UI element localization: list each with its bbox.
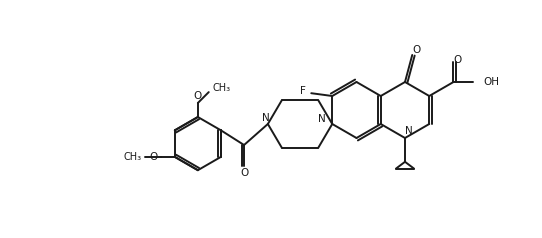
Text: O: O: [412, 45, 421, 55]
Text: O: O: [193, 91, 202, 101]
Text: CH₃: CH₃: [213, 83, 231, 93]
Text: O: O: [240, 168, 248, 178]
Text: O: O: [150, 152, 158, 162]
Text: N: N: [405, 126, 413, 136]
Text: N: N: [318, 114, 325, 124]
Text: O: O: [453, 55, 462, 65]
Text: F: F: [300, 86, 306, 96]
Text: N: N: [262, 113, 270, 123]
Text: OH: OH: [483, 77, 499, 87]
Text: CH₃: CH₃: [123, 152, 141, 162]
